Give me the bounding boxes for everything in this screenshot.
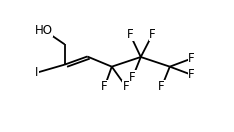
Text: F: F <box>101 81 108 93</box>
Text: HO: HO <box>35 24 53 37</box>
Text: F: F <box>149 28 156 41</box>
Text: I: I <box>35 66 38 79</box>
Text: F: F <box>188 52 195 65</box>
Text: F: F <box>158 81 165 93</box>
Text: F: F <box>129 71 136 84</box>
Text: F: F <box>123 81 130 93</box>
Text: F: F <box>127 28 133 41</box>
Text: F: F <box>188 68 195 81</box>
